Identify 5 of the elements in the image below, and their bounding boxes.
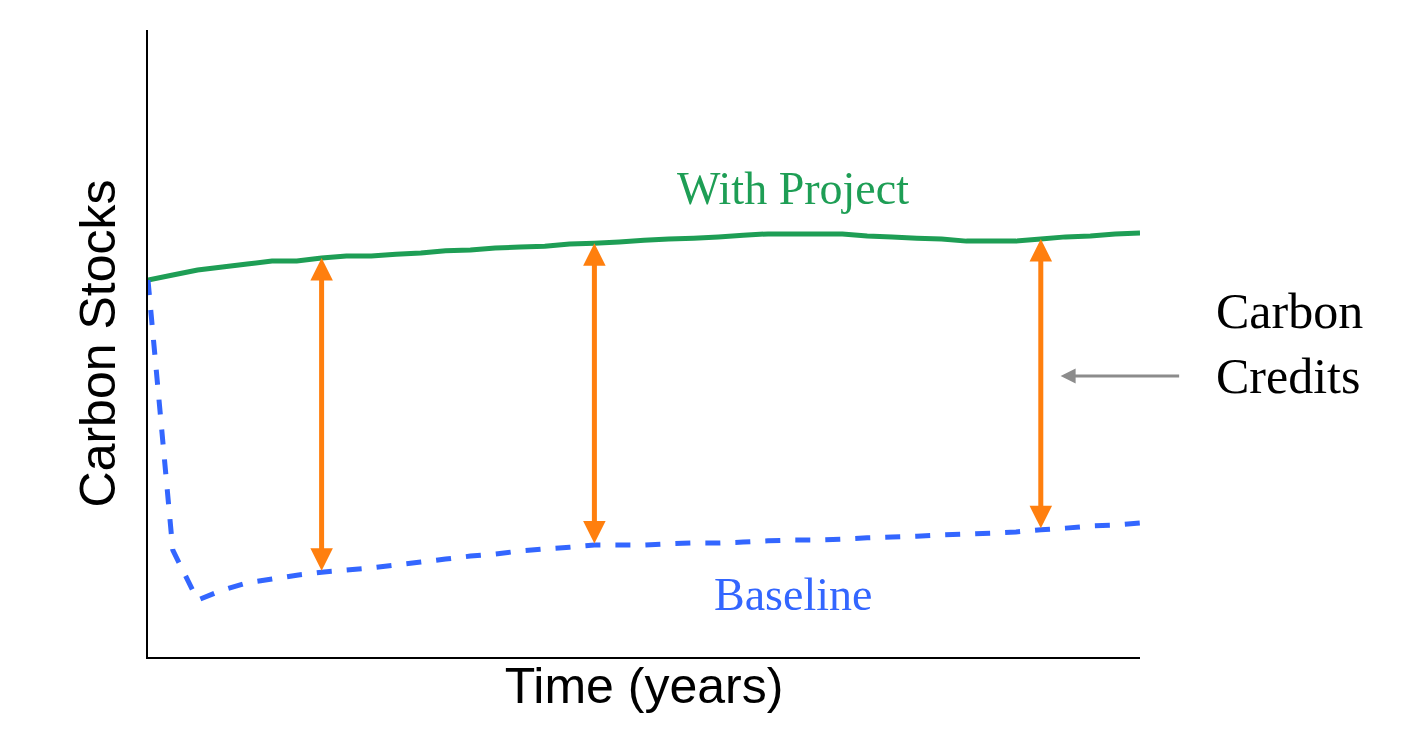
x-axis-title: Time (years) [504, 658, 784, 714]
text: Carbon Credits [1216, 283, 1364, 404]
y-axis-title: Carbon Stocks [69, 179, 126, 508]
series-label: With Project [677, 163, 910, 214]
series-label: Baseline [714, 569, 873, 620]
